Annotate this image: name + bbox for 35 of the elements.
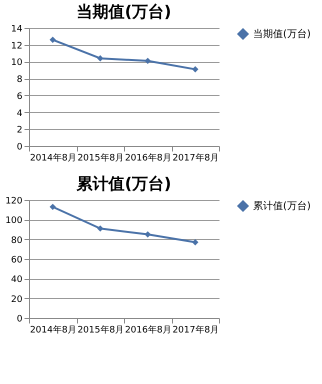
point <box>144 58 151 64</box>
x-tick-label: 2017年8月 <box>172 324 220 336</box>
legend-label: 累计值(万台) <box>253 200 311 212</box>
y-tick-label: 100 <box>5 216 23 226</box>
y-tick-label: 0 <box>16 142 23 152</box>
x-tick-label: 2016年8月 <box>124 324 172 336</box>
point <box>192 239 198 246</box>
y-tick-label: 2 <box>16 126 22 136</box>
y-tick-label: 80 <box>11 236 23 246</box>
y-tick-label: 12 <box>11 41 22 52</box>
y-tick-label: 40 <box>11 275 23 286</box>
point <box>97 55 104 62</box>
x-tick-label: 2015年8月 <box>77 324 124 336</box>
chart-title: 当期值(万台) <box>76 2 172 21</box>
legend-label: 当期值(万台) <box>253 28 311 40</box>
point <box>50 36 56 43</box>
x-tick-label: 2015年8月 <box>77 152 124 164</box>
y-tick-label: 10 <box>11 58 23 68</box>
chart-title: 累计值(万台) <box>76 174 172 193</box>
x-tick-label: 2017年8月 <box>172 152 220 164</box>
x-tick-label: 2016年8月 <box>124 152 172 164</box>
x-tick-label: 2014年8月 <box>30 152 77 164</box>
point <box>192 66 198 72</box>
y-tick-label: 120 <box>5 196 23 206</box>
y-tick-label: 20 <box>11 294 23 305</box>
y-tick-label: 4 <box>16 108 23 119</box>
y-tick-label: 60 <box>11 256 23 266</box>
y-tick-label: 14 <box>11 24 23 34</box>
point <box>97 225 104 232</box>
x-tick-label: 2014年8月 <box>30 324 77 336</box>
y-tick-label: 6 <box>16 92 23 102</box>
point <box>50 204 56 210</box>
y-tick-label: 8 <box>16 75 23 86</box>
y-tick-label: 0 <box>16 314 23 324</box>
point <box>144 231 151 238</box>
